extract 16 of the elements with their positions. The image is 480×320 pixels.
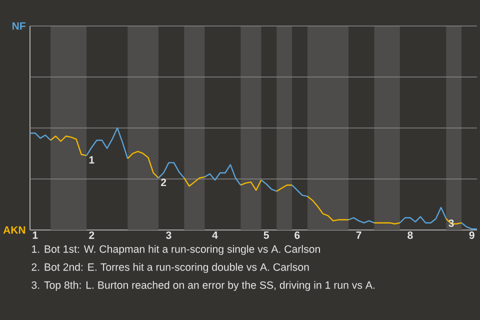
- x-tick-label: 4: [212, 232, 218, 239]
- x-tick-label: 9: [469, 232, 474, 239]
- text: AKN: [3, 226, 26, 234]
- x-tick-label: 7: [356, 232, 362, 239]
- x-tick-label: 2: [89, 232, 94, 239]
- x-tick-label: 5: [264, 232, 269, 239]
- annotation: 1: [89, 156, 94, 164]
- x-tick-label: 1: [32, 232, 38, 239]
- text: 1. Bot 1st: W. Chapman hit a run-scoring single vs A. Carlson: [32, 245, 320, 255]
- annotation: 2: [161, 178, 166, 186]
- x-tick-label: 3: [166, 232, 172, 239]
- text: 3. Top 8th: L. Burton reached on an error by the SS, driving in 1 run vs A.: [32, 281, 374, 291]
- x-tick-label: 8: [408, 232, 413, 239]
- x-tick-label: 6: [294, 232, 300, 239]
- text: 2. Bot 2nd: E. Torres hit a run-scoring double vs A. Carlson: [32, 263, 309, 273]
- text: NF: [12, 22, 26, 30]
